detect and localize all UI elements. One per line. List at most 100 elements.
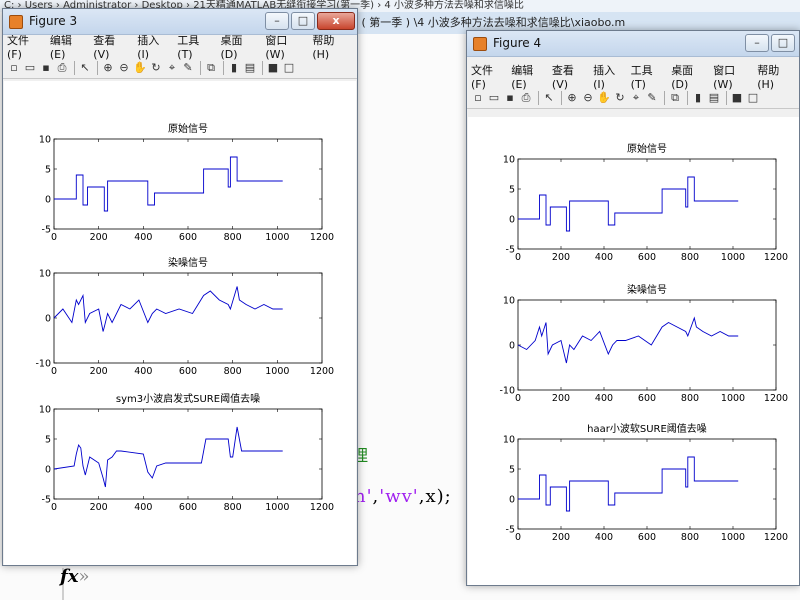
menu-help[interactable]: 帮助(H)	[312, 33, 335, 61]
command-prompt[interactable]: fx»	[60, 566, 90, 587]
menu-edit[interactable]: 编辑(E)	[511, 63, 534, 91]
y-tick-label: 5	[45, 435, 51, 446]
minimize-button[interactable]: –	[265, 12, 289, 30]
subplot-title: 原始信号	[627, 142, 667, 155]
prompt-chevron: »	[78, 566, 90, 587]
x-tick-label: 600	[638, 393, 656, 404]
x-tick-label: 200	[90, 232, 108, 243]
open-folder-icon[interactable]: ▭	[24, 60, 36, 74]
x-tick-label: 400	[134, 232, 152, 243]
title-bar[interactable]: Figure 3 – □ x	[3, 9, 357, 35]
zoom-out-icon[interactable]: ⊖	[119, 60, 129, 74]
link-icon[interactable]: ⧉	[207, 60, 215, 74]
show-plot-tools-icon[interactable]: □	[283, 60, 295, 74]
data-cursor-icon[interactable]: ⌖	[168, 60, 176, 74]
maximize-button[interactable]: □	[771, 34, 795, 52]
y-tick-label: 10	[39, 135, 51, 146]
axes-box	[53, 138, 323, 230]
y-tick-label: 0	[45, 465, 51, 476]
y-tick-label: -5	[506, 245, 515, 256]
save-icon[interactable]: ▪	[506, 90, 514, 104]
prompt-divider	[62, 568, 64, 600]
subplot-3[interactable]: sym3小波启发式SURE阈值去噪 0 200 400 600 800 1000 1200 10…	[39, 392, 334, 513]
series-line-0	[54, 156, 283, 212]
title-bar[interactable]: Figure 4 – □	[467, 31, 799, 57]
pan-icon[interactable]: ✋	[597, 90, 611, 104]
figure-3-window[interactable]: Figure 3 – □ x 文件(F) 编辑(E) 查看(V) 插入(I) 工…	[2, 8, 358, 566]
legend-icon[interactable]: ▤	[244, 60, 256, 74]
open-folder-icon[interactable]: ▭	[488, 90, 500, 104]
toolbar-divider	[726, 90, 727, 105]
hide-plot-tools-icon[interactable]: ■	[731, 90, 743, 104]
maximize-button[interactable]: □	[291, 12, 315, 30]
menu-help[interactable]: 帮助(H)	[757, 63, 780, 91]
new-file-icon[interactable]: ▫	[474, 90, 482, 104]
menu-tools[interactable]: 工具(T)	[630, 63, 653, 91]
arrow-cursor-icon[interactable]: ↖	[80, 60, 90, 74]
minimize-button[interactable]: –	[745, 34, 769, 52]
colorbar-icon[interactable]: ▮	[694, 90, 702, 104]
menu-window[interactable]: 窗口(W)	[265, 33, 288, 61]
figure-4-window[interactable]: Figure 4 – □ 文件(F) 编辑(E) 查看(V) 插入(I) 工具(…	[466, 30, 800, 586]
menu-desktop[interactable]: 桌面(D)	[671, 63, 694, 91]
x-tick-label: 800	[224, 232, 242, 243]
new-file-icon[interactable]: ▫	[10, 60, 18, 74]
zoom-in-icon[interactable]: ⊕	[567, 90, 577, 104]
show-plot-tools-icon[interactable]: □	[747, 90, 759, 104]
print-icon[interactable]: ⎙	[521, 90, 531, 104]
code-string: n'	[354, 486, 373, 507]
code-comma: ,	[372, 486, 380, 507]
colorbar-icon[interactable]: ▮	[230, 60, 238, 74]
code-args: ,x);	[418, 486, 452, 507]
y-tick-label: 0	[45, 195, 51, 206]
rotate-icon[interactable]: ↻	[615, 90, 625, 104]
menu-view[interactable]: 查看(V)	[551, 63, 574, 91]
x-tick-label: 800	[681, 252, 699, 263]
y-tick-label: -10	[499, 386, 515, 397]
brush-icon[interactable]: ✎	[183, 60, 193, 74]
x-tick-label: 800	[681, 393, 699, 404]
x-tick-label: 800	[224, 502, 242, 513]
link-icon[interactable]: ⧉	[671, 90, 679, 104]
zoom-out-icon[interactable]: ⊖	[583, 90, 593, 104]
brush-icon[interactable]: ✎	[647, 90, 657, 104]
menu-window[interactable]: 窗口(W)	[713, 63, 736, 91]
x-tick-label: 400	[595, 532, 613, 543]
x-tick-label: 0	[515, 532, 521, 543]
menu-file[interactable]: 文件(F)	[471, 63, 493, 91]
print-icon[interactable]: ⎙	[57, 60, 67, 74]
rotate-icon[interactable]: ↻	[151, 60, 161, 74]
subplot-title: 染噪信号	[168, 256, 208, 269]
toolbar-divider	[262, 60, 263, 75]
menu-insert[interactable]: 插入(I)	[137, 33, 160, 61]
axes-box	[53, 408, 323, 500]
menu-tools[interactable]: 工具(T)	[177, 33, 200, 61]
menu-view[interactable]: 查看(V)	[93, 33, 116, 61]
menu-edit[interactable]: 编辑(E)	[49, 33, 72, 61]
legend-icon[interactable]: ▤	[708, 90, 720, 104]
close-button[interactable]: x	[317, 12, 355, 30]
pan-icon[interactable]: ✋	[133, 60, 147, 74]
hide-plot-tools-icon[interactable]: ■	[267, 60, 279, 74]
code-line: n','wv',x);	[354, 486, 452, 507]
editor-tab-title[interactable]: 手题 ( 第一季 ) \4 小波多种方法去噪和求信噪比\xiaobo.m	[330, 12, 800, 34]
subplot-title: sym3小波启发式SURE阈值去噪	[116, 392, 260, 405]
menu-desktop[interactable]: 桌面(D)	[220, 33, 243, 61]
data-cursor-icon[interactable]: ⌖	[632, 90, 640, 104]
zoom-in-icon[interactable]: ⊕	[103, 60, 113, 74]
arrow-cursor-icon[interactable]: ↖	[544, 90, 554, 104]
subplot-3[interactable]: haar小波软SURE阈值去噪 0 200 400 600 800 1000 1200 10 5 0…	[503, 422, 788, 543]
save-icon[interactable]: ▪	[42, 60, 50, 74]
x-tick-label: 1200	[764, 532, 788, 543]
matlab-figure-icon	[473, 37, 487, 51]
menu-insert[interactable]: 插入(I)	[593, 63, 616, 91]
y-tick-label: 10	[39, 269, 51, 280]
y-tick-label: 10	[503, 155, 515, 166]
menu-file[interactable]: 文件(F)	[7, 33, 29, 61]
figure-canvas[interactable]: 原始信号 0 200 400 600 800 1000 1200 10 5 0 -5 染噪信号 0 200 4…	[4, 81, 356, 565]
figure-canvas[interactable]: 原始信号 0 200 400 600 800 1000 1200 10 5 0 -5 染噪信号 0 200 4…	[468, 117, 799, 585]
